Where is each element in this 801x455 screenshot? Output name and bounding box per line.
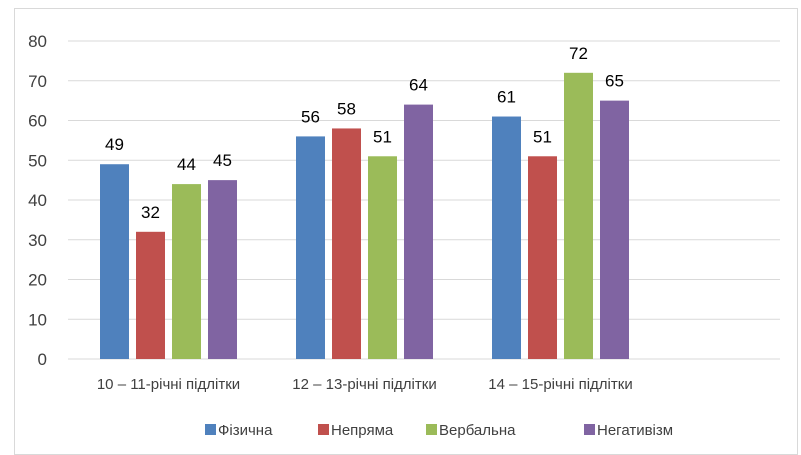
y-tick-label: 50 [28, 151, 47, 170]
bar [600, 100, 629, 359]
bar [136, 231, 165, 359]
y-tick-label: 20 [28, 271, 47, 290]
legend-swatch [426, 424, 437, 435]
legend-swatch [205, 424, 216, 435]
bar [528, 156, 557, 359]
data-label: 49 [105, 135, 124, 154]
y-tick-label: 10 [28, 310, 47, 329]
bars [100, 72, 629, 360]
bar [404, 104, 433, 359]
y-axis: 0 10 20 30 40 50 60 70 80 [28, 32, 47, 369]
x-tick-label: 12 – 13-річні підлітки [292, 376, 436, 393]
bar [492, 116, 521, 360]
data-label: 65 [605, 72, 624, 91]
data-label: 32 [141, 203, 160, 222]
bar [208, 180, 237, 359]
bar [296, 136, 325, 359]
x-tick-label: 10 – 11-річні підлітки [97, 376, 240, 393]
bar-chart: 0 10 20 30 40 50 60 70 80 49 32 44 45 56 58 51 64 61 51 72… [28, 32, 780, 439]
data-label: 72 [569, 44, 588, 63]
data-label: 45 [213, 151, 232, 170]
y-tick-label: 80 [28, 32, 47, 51]
data-label: 61 [497, 88, 516, 107]
data-label: 58 [337, 99, 356, 118]
bar [368, 156, 397, 359]
data-labels: 49 32 44 45 56 58 51 64 61 51 72 65 [105, 44, 624, 222]
data-label: 56 [301, 107, 320, 126]
legend-label: Негативізм [597, 422, 673, 439]
data-label: 44 [177, 155, 196, 174]
legend-label: Фізична [218, 422, 273, 439]
bar [100, 164, 129, 359]
legend-label: Вербальна [439, 422, 516, 439]
data-label: 64 [409, 76, 428, 95]
y-tick-label: 30 [28, 231, 47, 250]
y-tick-label: 70 [28, 72, 47, 91]
legend: Фізична Непряма Вербальна Негативізм [205, 422, 673, 439]
x-axis: 10 – 11-річні підлітки 12 – 13-річні підл… [97, 376, 633, 393]
legend-label: Непряма [331, 422, 394, 439]
bar [332, 128, 361, 359]
bar [172, 184, 201, 359]
bar [564, 72, 593, 360]
data-label: 51 [533, 127, 552, 146]
legend-swatch [318, 424, 329, 435]
data-label: 51 [373, 127, 392, 146]
y-tick-label: 0 [38, 350, 47, 369]
x-tick-label: 14 – 15-річні підлітки [488, 376, 632, 393]
y-tick-label: 60 [28, 112, 47, 131]
y-tick-label: 40 [28, 191, 47, 210]
legend-swatch [584, 424, 595, 435]
